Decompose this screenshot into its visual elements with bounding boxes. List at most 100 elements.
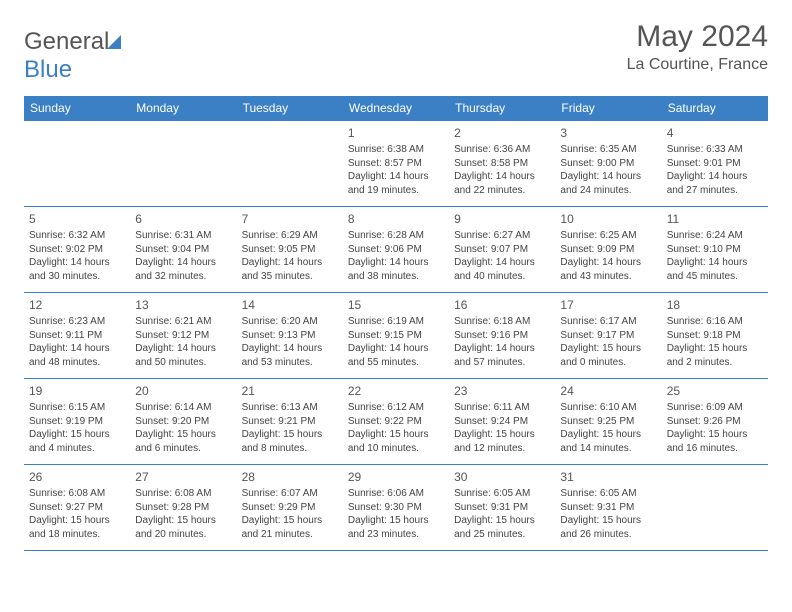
day-number: 27 (135, 469, 231, 485)
daylight-line: Daylight: 14 hours and 24 minutes. (560, 170, 656, 197)
sunset-line: Sunset: 9:25 PM (560, 415, 656, 429)
sunset-line: Sunset: 9:27 PM (29, 501, 125, 515)
day-number: 1 (348, 125, 444, 141)
daylight-line: Daylight: 14 hours and 35 minutes. (242, 256, 338, 283)
day-number: 29 (348, 469, 444, 485)
sunrise-line: Sunrise: 6:17 AM (560, 315, 656, 329)
logo-text: GeneralBlue (24, 28, 125, 84)
sunrise-line: Sunrise: 6:36 AM (454, 143, 550, 157)
header: GeneralBlue May 2024 La Courtine, France (24, 20, 768, 84)
calendar-cell: 17Sunrise: 6:17 AMSunset: 9:17 PMDayligh… (555, 293, 661, 379)
calendar-cell: 1Sunrise: 6:38 AMSunset: 8:57 PMDaylight… (343, 121, 449, 207)
sunrise-line: Sunrise: 6:31 AM (135, 229, 231, 243)
calendar-cell: 6Sunrise: 6:31 AMSunset: 9:04 PMDaylight… (130, 207, 236, 293)
sunrise-line: Sunrise: 6:05 AM (560, 487, 656, 501)
sunset-line: Sunset: 9:28 PM (135, 501, 231, 515)
day-number: 11 (667, 211, 763, 227)
daylight-line: Daylight: 14 hours and 40 minutes. (454, 256, 550, 283)
sunset-line: Sunset: 9:07 PM (454, 243, 550, 257)
calendar-cell: 9Sunrise: 6:27 AMSunset: 9:07 PMDaylight… (449, 207, 555, 293)
day-number: 18 (667, 297, 763, 313)
calendar-week-row: 26Sunrise: 6:08 AMSunset: 9:27 PMDayligh… (24, 465, 768, 551)
day-number: 21 (242, 383, 338, 399)
sunset-line: Sunset: 9:22 PM (348, 415, 444, 429)
daylight-line: Daylight: 15 hours and 20 minutes. (135, 514, 231, 541)
day-number: 5 (29, 211, 125, 227)
calendar-cell: 27Sunrise: 6:08 AMSunset: 9:28 PMDayligh… (130, 465, 236, 551)
daylight-line: Daylight: 14 hours and 38 minutes. (348, 256, 444, 283)
sunset-line: Sunset: 9:04 PM (135, 243, 231, 257)
calendar-cell: 4Sunrise: 6:33 AMSunset: 9:01 PMDaylight… (662, 121, 768, 207)
daylight-line: Daylight: 14 hours and 50 minutes. (135, 342, 231, 369)
day-header: Wednesday (343, 96, 449, 121)
day-number: 14 (242, 297, 338, 313)
day-number: 30 (454, 469, 550, 485)
calendar-cell: 3Sunrise: 6:35 AMSunset: 9:00 PMDaylight… (555, 121, 661, 207)
calendar-week-row: 1Sunrise: 6:38 AMSunset: 8:57 PMDaylight… (24, 121, 768, 207)
day-number: 3 (560, 125, 656, 141)
daylight-line: Daylight: 15 hours and 14 minutes. (560, 428, 656, 455)
sunset-line: Sunset: 9:06 PM (348, 243, 444, 257)
day-header: Saturday (662, 96, 768, 121)
day-number: 4 (667, 125, 763, 141)
day-number: 10 (560, 211, 656, 227)
sunrise-line: Sunrise: 6:06 AM (348, 487, 444, 501)
calendar-cell: 14Sunrise: 6:20 AMSunset: 9:13 PMDayligh… (237, 293, 343, 379)
daylight-line: Daylight: 15 hours and 25 minutes. (454, 514, 550, 541)
calendar-cell: 15Sunrise: 6:19 AMSunset: 9:15 PMDayligh… (343, 293, 449, 379)
sunrise-line: Sunrise: 6:16 AM (667, 315, 763, 329)
sunrise-line: Sunrise: 6:21 AM (135, 315, 231, 329)
sunset-line: Sunset: 9:17 PM (560, 329, 656, 343)
calendar-cell: 12Sunrise: 6:23 AMSunset: 9:11 PMDayligh… (24, 293, 130, 379)
day-number: 31 (560, 469, 656, 485)
sunset-line: Sunset: 9:20 PM (135, 415, 231, 429)
daylight-line: Daylight: 15 hours and 26 minutes. (560, 514, 656, 541)
daylight-line: Daylight: 15 hours and 23 minutes. (348, 514, 444, 541)
daylight-line: Daylight: 14 hours and 32 minutes. (135, 256, 231, 283)
day-number: 22 (348, 383, 444, 399)
sunset-line: Sunset: 8:58 PM (454, 157, 550, 171)
calendar-week-row: 12Sunrise: 6:23 AMSunset: 9:11 PMDayligh… (24, 293, 768, 379)
sunset-line: Sunset: 9:26 PM (667, 415, 763, 429)
sunrise-line: Sunrise: 6:15 AM (29, 401, 125, 415)
sunrise-line: Sunrise: 6:38 AM (348, 143, 444, 157)
sunset-line: Sunset: 9:31 PM (560, 501, 656, 515)
day-number: 2 (454, 125, 550, 141)
calendar-cell: 30Sunrise: 6:05 AMSunset: 9:31 PMDayligh… (449, 465, 555, 551)
daylight-line: Daylight: 14 hours and 45 minutes. (667, 256, 763, 283)
page-subtitle: La Courtine, France (627, 56, 768, 74)
day-header: Tuesday (237, 96, 343, 121)
calendar-cell: 29Sunrise: 6:06 AMSunset: 9:30 PMDayligh… (343, 465, 449, 551)
daylight-line: Daylight: 15 hours and 0 minutes. (560, 342, 656, 369)
daylight-line: Daylight: 15 hours and 8 minutes. (242, 428, 338, 455)
sunrise-line: Sunrise: 6:19 AM (348, 315, 444, 329)
calendar-cell (24, 121, 130, 207)
calendar-cell (130, 121, 236, 207)
daylight-line: Daylight: 15 hours and 4 minutes. (29, 428, 125, 455)
sunrise-line: Sunrise: 6:12 AM (348, 401, 444, 415)
calendar-cell: 7Sunrise: 6:29 AMSunset: 9:05 PMDaylight… (237, 207, 343, 293)
daylight-line: Daylight: 15 hours and 12 minutes. (454, 428, 550, 455)
sunset-line: Sunset: 9:11 PM (29, 329, 125, 343)
sunrise-line: Sunrise: 6:35 AM (560, 143, 656, 157)
sunset-line: Sunset: 9:29 PM (242, 501, 338, 515)
sunrise-line: Sunrise: 6:14 AM (135, 401, 231, 415)
daylight-line: Daylight: 14 hours and 55 minutes. (348, 342, 444, 369)
daylight-line: Daylight: 15 hours and 18 minutes. (29, 514, 125, 541)
calendar-cell: 28Sunrise: 6:07 AMSunset: 9:29 PMDayligh… (237, 465, 343, 551)
day-header: Sunday (24, 96, 130, 121)
daylight-line: Daylight: 15 hours and 10 minutes. (348, 428, 444, 455)
calendar-cell: 23Sunrise: 6:11 AMSunset: 9:24 PMDayligh… (449, 379, 555, 465)
sunset-line: Sunset: 9:16 PM (454, 329, 550, 343)
daylight-line: Daylight: 14 hours and 48 minutes. (29, 342, 125, 369)
calendar-cell (662, 465, 768, 551)
sunrise-line: Sunrise: 6:24 AM (667, 229, 763, 243)
calendar-week-row: 19Sunrise: 6:15 AMSunset: 9:19 PMDayligh… (24, 379, 768, 465)
logo-part1: General (24, 28, 109, 55)
sunset-line: Sunset: 9:19 PM (29, 415, 125, 429)
calendar-cell: 21Sunrise: 6:13 AMSunset: 9:21 PMDayligh… (237, 379, 343, 465)
logo-sail-icon (107, 28, 125, 42)
sunset-line: Sunset: 9:09 PM (560, 243, 656, 257)
day-number: 16 (454, 297, 550, 313)
calendar-cell: 19Sunrise: 6:15 AMSunset: 9:19 PMDayligh… (24, 379, 130, 465)
